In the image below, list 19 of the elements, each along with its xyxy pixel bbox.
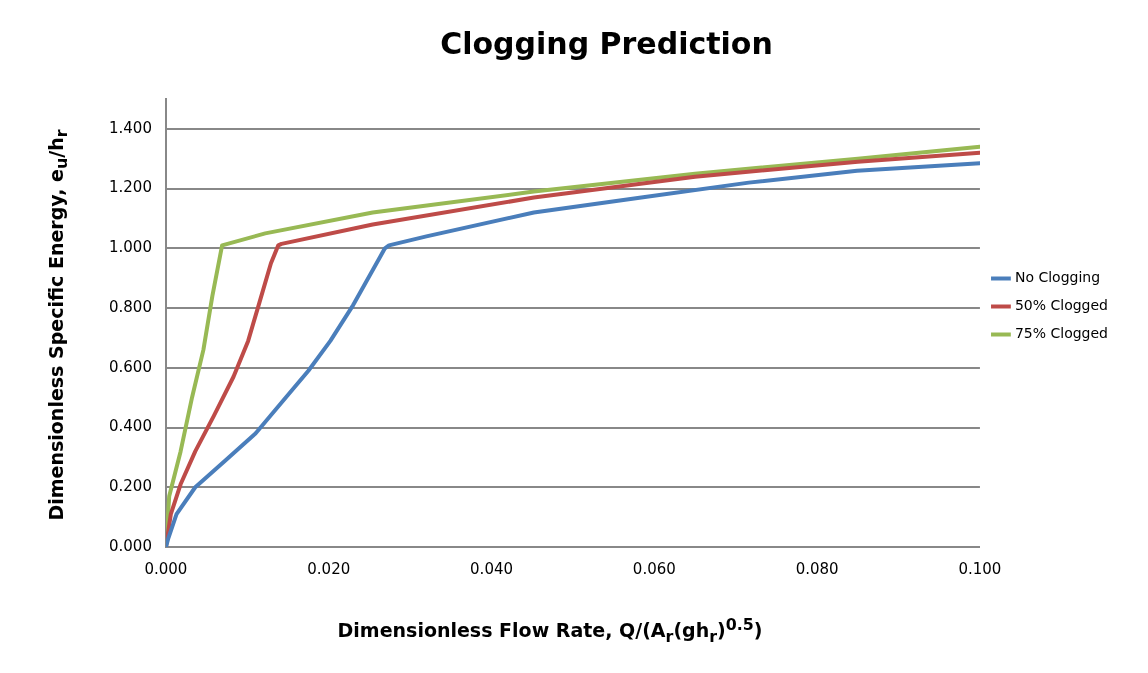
legend-label: No Clogging [1014,269,1101,286]
x-tick-label: 0.000 [144,559,188,578]
y-tick-label: 0.200 [108,477,152,496]
x-tick-label: 0.040 [470,559,514,578]
legend-label: 50% Clogged [1014,297,1109,314]
y-tick-label: 0.400 [108,417,152,436]
chart-title: Clogging Prediction [440,25,773,61]
y-tick-label: 0.800 [108,297,152,316]
x-tick-label: 0.060 [632,559,676,578]
x-tick-label: 0.080 [795,559,839,578]
legend-label: 75% Clogged [1014,325,1109,342]
y-tick-label: 0.000 [108,536,152,555]
y-tick-label: 1.400 [108,118,152,137]
y-tick-label: 1.200 [108,178,152,197]
y-tick-label: 0.600 [108,357,152,376]
x-tick-label: 0.100 [958,559,1002,578]
x-tick-label: 0.020 [307,559,351,578]
x-axis-title: Dimensionless Flow Rate, Q/(A$_{r}$(gh$_{r}$)$^{0.5}$) [336,615,764,647]
y-tick-label: 1.000 [108,238,152,257]
